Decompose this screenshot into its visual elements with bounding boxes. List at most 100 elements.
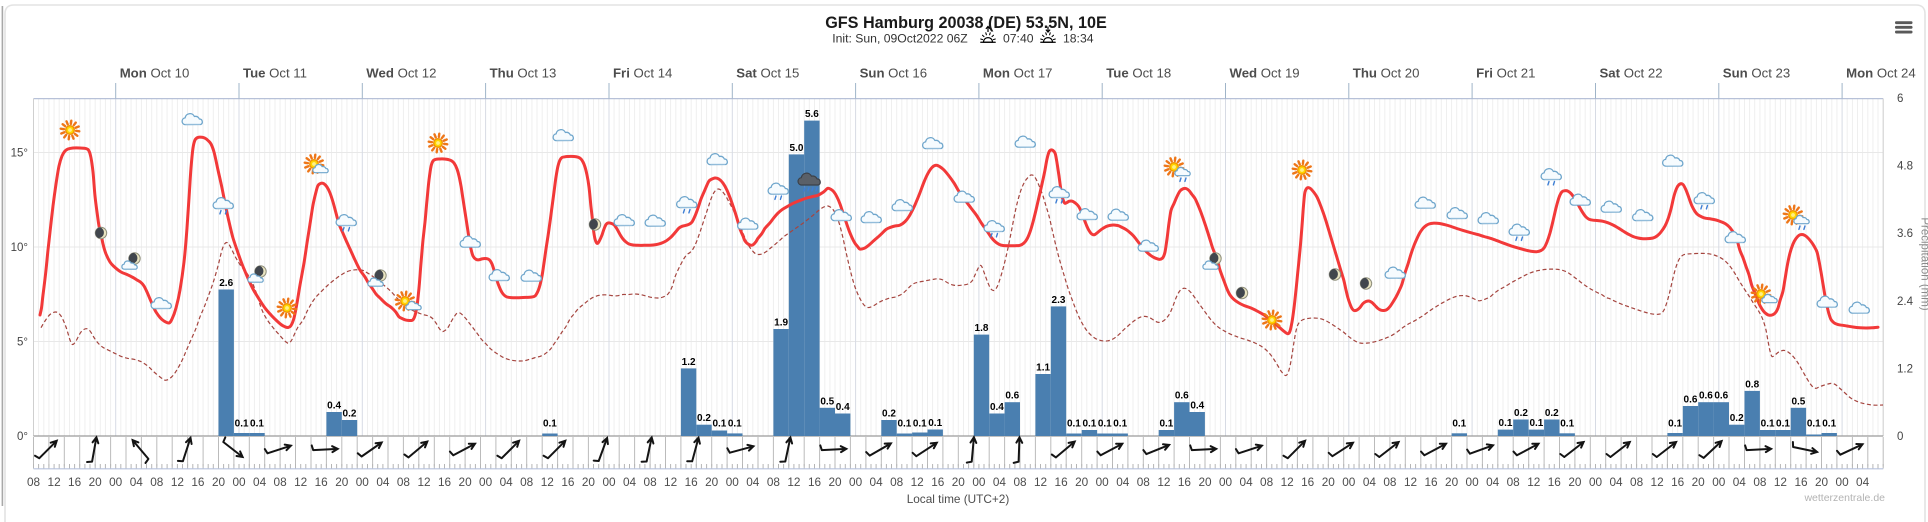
svg-text:00: 00 bbox=[232, 475, 246, 489]
svg-text:0.1: 0.1 bbox=[1098, 419, 1112, 430]
svg-text:16: 16 bbox=[1301, 475, 1315, 489]
svg-text:20: 20 bbox=[828, 475, 842, 489]
svg-text:20: 20 bbox=[1815, 475, 1829, 489]
svg-text:04: 04 bbox=[376, 475, 390, 489]
svg-text:4.8: 4.8 bbox=[1897, 161, 1913, 173]
svg-text:1.1: 1.1 bbox=[1036, 363, 1050, 374]
svg-text:0.1: 0.1 bbox=[1113, 419, 1127, 430]
svg-text:04: 04 bbox=[623, 475, 637, 489]
svg-text:Sun Oct 16: Sun Oct 16 bbox=[860, 66, 927, 81]
svg-text:0.6: 0.6 bbox=[1684, 395, 1698, 406]
svg-text:wetterzentrale.de: wetterzentrale.de bbox=[1803, 492, 1885, 504]
svg-text:04: 04 bbox=[746, 475, 760, 489]
svg-text:0.2: 0.2 bbox=[1545, 408, 1559, 419]
svg-text:04: 04 bbox=[993, 475, 1007, 489]
svg-text:00: 00 bbox=[1096, 475, 1110, 489]
svg-text:0.1: 0.1 bbox=[1668, 419, 1682, 430]
svg-text:04: 04 bbox=[1240, 475, 1254, 489]
svg-text:16: 16 bbox=[438, 475, 452, 489]
svg-text:00: 00 bbox=[1342, 475, 1356, 489]
svg-text:00: 00 bbox=[1712, 475, 1726, 489]
svg-text:0.5: 0.5 bbox=[820, 396, 834, 407]
svg-text:16: 16 bbox=[808, 475, 822, 489]
svg-text:1.9: 1.9 bbox=[774, 318, 788, 329]
svg-text:00: 00 bbox=[972, 475, 986, 489]
svg-text:08: 08 bbox=[1507, 475, 1521, 489]
svg-text:00: 00 bbox=[109, 475, 123, 489]
svg-text:12: 12 bbox=[787, 475, 800, 489]
svg-text:Sun Oct 23: Sun Oct 23 bbox=[1723, 66, 1790, 81]
svg-text:0.1: 0.1 bbox=[1776, 419, 1790, 430]
svg-text:20: 20 bbox=[1692, 475, 1706, 489]
svg-text:0.6: 0.6 bbox=[1714, 391, 1728, 402]
svg-text:04: 04 bbox=[1116, 475, 1130, 489]
svg-text:20: 20 bbox=[1075, 475, 1089, 489]
svg-text:12: 12 bbox=[1651, 475, 1664, 489]
svg-text:0.4: 0.4 bbox=[327, 401, 341, 412]
svg-text:08: 08 bbox=[1753, 475, 1767, 489]
svg-text:0.1: 0.1 bbox=[1067, 419, 1081, 430]
svg-text:18:34: 18:34 bbox=[1063, 32, 1094, 46]
svg-text:2.6: 2.6 bbox=[219, 278, 233, 289]
svg-text:08: 08 bbox=[1137, 475, 1151, 489]
svg-text:Thu Oct 20: Thu Oct 20 bbox=[1353, 66, 1420, 81]
svg-text:08: 08 bbox=[1013, 475, 1027, 489]
svg-text:0.4: 0.4 bbox=[836, 402, 850, 413]
svg-text:1.2: 1.2 bbox=[682, 357, 696, 368]
svg-text:04: 04 bbox=[500, 475, 514, 489]
svg-text:0: 0 bbox=[1897, 431, 1903, 443]
svg-text:5°: 5° bbox=[17, 337, 28, 349]
svg-text:0.1: 0.1 bbox=[1560, 419, 1574, 430]
svg-text:2.4: 2.4 bbox=[1897, 296, 1914, 308]
svg-text:Precipitation (mm): Precipitation (mm) bbox=[1919, 217, 1928, 310]
svg-text:20: 20 bbox=[1568, 475, 1582, 489]
svg-text:20: 20 bbox=[89, 475, 103, 489]
svg-text:16: 16 bbox=[1424, 475, 1438, 489]
svg-text:08: 08 bbox=[397, 475, 411, 489]
svg-text:16: 16 bbox=[1794, 475, 1808, 489]
svg-text:16: 16 bbox=[315, 475, 329, 489]
svg-text:16: 16 bbox=[685, 475, 699, 489]
svg-text:5.0: 5.0 bbox=[790, 143, 804, 154]
svg-text:0.1: 0.1 bbox=[928, 418, 942, 429]
svg-text:0.1: 0.1 bbox=[728, 419, 742, 430]
svg-text:12: 12 bbox=[1774, 475, 1787, 489]
svg-text:20: 20 bbox=[1445, 475, 1459, 489]
svg-text:0.6: 0.6 bbox=[1005, 391, 1019, 402]
svg-text:20: 20 bbox=[1322, 475, 1336, 489]
svg-text:0.6: 0.6 bbox=[1699, 391, 1713, 402]
svg-text:0°: 0° bbox=[17, 431, 28, 443]
svg-text:20: 20 bbox=[212, 475, 226, 489]
svg-text:Tue Oct 11: Tue Oct 11 bbox=[243, 66, 307, 81]
svg-text:12: 12 bbox=[417, 475, 430, 489]
svg-text:20: 20 bbox=[705, 475, 719, 489]
svg-text:20: 20 bbox=[459, 475, 473, 489]
svg-text:08: 08 bbox=[274, 475, 288, 489]
svg-text:04: 04 bbox=[870, 475, 884, 489]
svg-text:12: 12 bbox=[1034, 475, 1047, 489]
svg-text:Mon Oct 24: Mon Oct 24 bbox=[1846, 66, 1916, 81]
svg-text:10°: 10° bbox=[11, 242, 28, 254]
svg-text:08: 08 bbox=[150, 475, 164, 489]
svg-text:GFS Hamburg 20038 (DE) 53.5N,: GFS Hamburg 20038 (DE) 53.5N, 10E bbox=[825, 14, 1107, 32]
svg-text:16: 16 bbox=[1548, 475, 1562, 489]
svg-text:12: 12 bbox=[911, 475, 924, 489]
svg-text:08: 08 bbox=[520, 475, 534, 489]
svg-text:0.1: 0.1 bbox=[235, 419, 249, 430]
svg-text:0.1: 0.1 bbox=[1452, 419, 1466, 430]
svg-text:Fri Oct 21: Fri Oct 21 bbox=[1476, 66, 1535, 81]
svg-text:08: 08 bbox=[1383, 475, 1397, 489]
svg-text:20: 20 bbox=[952, 475, 966, 489]
svg-text:16: 16 bbox=[1055, 475, 1069, 489]
svg-text:16: 16 bbox=[1671, 475, 1685, 489]
svg-text:00: 00 bbox=[726, 475, 740, 489]
svg-text:08: 08 bbox=[767, 475, 781, 489]
svg-text:5.6: 5.6 bbox=[805, 109, 819, 120]
svg-text:08: 08 bbox=[1630, 475, 1644, 489]
svg-text:0.6: 0.6 bbox=[1175, 391, 1189, 402]
svg-text:Init: Sun, 09Oct2022 06Z: Init: Sun, 09Oct2022 06Z bbox=[832, 32, 968, 46]
svg-text:00: 00 bbox=[356, 475, 370, 489]
svg-text:0.1: 0.1 bbox=[1529, 418, 1543, 429]
svg-text:08: 08 bbox=[890, 475, 904, 489]
svg-text:0.1: 0.1 bbox=[913, 419, 927, 430]
